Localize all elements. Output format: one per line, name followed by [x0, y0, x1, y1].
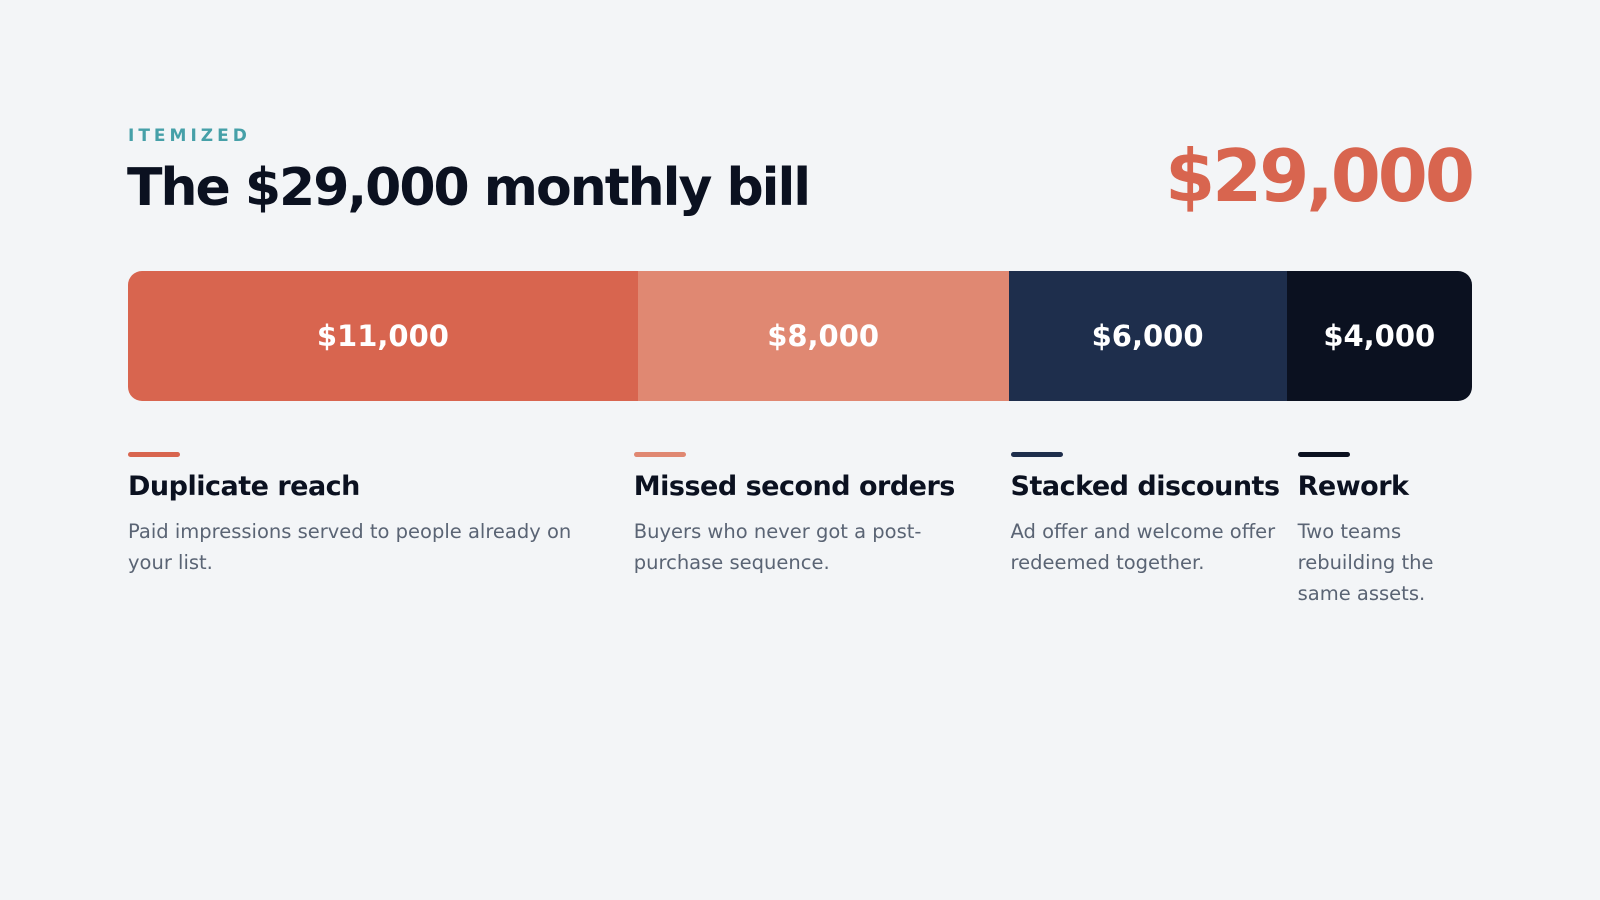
page-title: The $29,000 monthly bill: [127, 158, 811, 218]
legend-color-swatch: [633, 452, 686, 457]
bar-segment-value-label: $6,000: [1091, 319, 1204, 353]
legend-color-swatch: [1297, 452, 1350, 457]
cost-breakdown-legend: Duplicate reach Paid impressions served …: [128, 452, 1472, 652]
legend-item-description: Paid impressions served to people alread…: [128, 520, 572, 574]
legend-item-description: Ad offer and welcome offer redeemed toge…: [1010, 520, 1276, 574]
legend-item-title: Duplicate reach: [128, 471, 360, 502]
legend-color-swatch: [128, 452, 180, 457]
legend-item-rework: Rework Two teams rebuilding the same ass…: [1297, 452, 1473, 609]
bar-segment-duplicate-reach: $11,000: [128, 271, 638, 401]
legend-item-missed-second-orders: Missed second orders Buyers who never go…: [633, 452, 974, 578]
bar-segment-rework: $4,000: [1286, 271, 1472, 401]
legend-item-title: Missed second orders: [633, 471, 956, 502]
legend-item-stacked-discounts: Stacked discounts Ad offer and welcome o…: [1010, 452, 1296, 578]
legend-item-duplicate-reach: Duplicate reach Paid impressions served …: [128, 452, 618, 578]
bar-segment-missed-second-orders: $8,000: [637, 271, 1009, 401]
section-eyebrow: ITEMIZED: [128, 126, 251, 146]
legend-item-description: Two teams rebuilding the same assets.: [1297, 520, 1434, 605]
bar-segment-value-label: $4,000: [1323, 319, 1436, 353]
legend-color-swatch: [1010, 452, 1063, 457]
bar-segment-value-label: $11,000: [316, 319, 449, 353]
bar-segment-stacked-discounts: $6,000: [1008, 271, 1287, 401]
bar-segment-value-label: $8,000: [767, 319, 880, 353]
legend-item-description: Buyers who never got a post-purchase seq…: [633, 520, 922, 574]
legend-item-title: Rework: [1297, 471, 1409, 502]
legend-item-title: Stacked discounts: [1010, 471, 1280, 502]
total-amount: $29,000: [1165, 134, 1475, 218]
stacked-cost-bar: $11,000 $8,000 $6,000 $4,000: [128, 271, 1472, 401]
